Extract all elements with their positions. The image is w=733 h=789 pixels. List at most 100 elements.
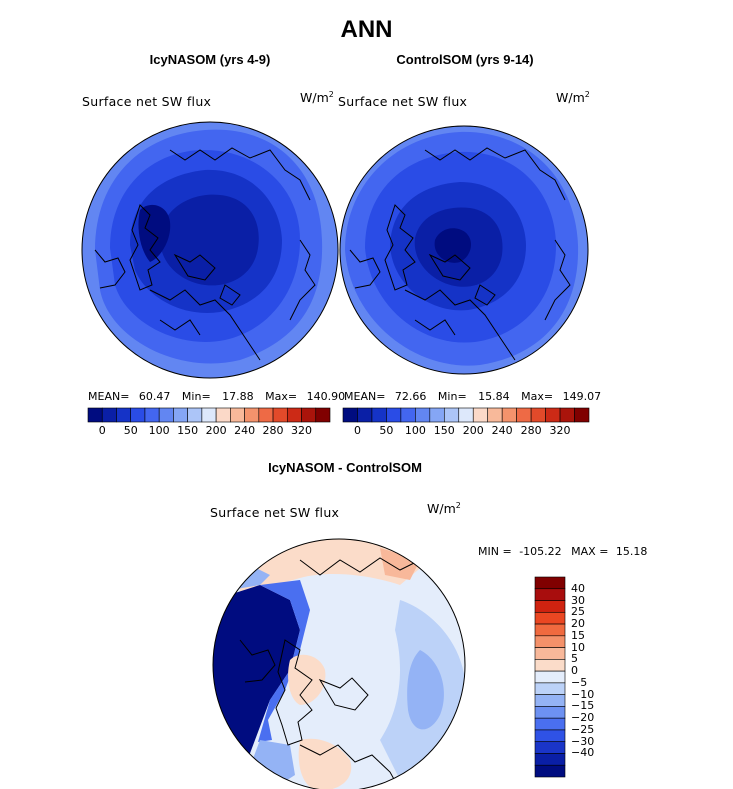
left-colorbar-cell — [130, 407, 146, 423]
diff-min-label: MIN = — [478, 545, 512, 558]
right-colorbar-cell — [472, 407, 489, 423]
diff-colorbar-tick-label: −15 — [571, 699, 595, 713]
diff-map-south-warm — [298, 738, 352, 789]
diff-variable-label: Surface net SW flux — [210, 505, 340, 520]
diff-colorbar-cell — [534, 600, 566, 613]
left-colorbar-cell — [301, 407, 317, 423]
right-map-core — [434, 228, 472, 263]
right-max-value: 149.07 — [562, 390, 602, 403]
right-max-label: Max= — [521, 390, 554, 403]
right-map — [340, 126, 588, 374]
diff-map-atlantic-edge — [258, 580, 310, 742]
left-min-label: Min= — [181, 390, 211, 403]
diff-colorbar-cell — [534, 611, 566, 625]
diff-panel-title: IcyNASOM - ControlSOM — [268, 460, 422, 475]
diff-colorbar-cell — [534, 706, 566, 719]
right-colorbar-tick-label: 50 — [379, 424, 394, 437]
diff-colorbar-tick-label: −20 — [571, 711, 595, 725]
right-coast-europe — [349, 249, 381, 289]
right-coast-eurasia — [424, 147, 566, 201]
left-colorbar-cell — [187, 407, 203, 423]
right-colorbar-cell — [342, 407, 358, 423]
left-colorbar-cell — [244, 407, 260, 423]
figure-title: ANN — [340, 16, 393, 43]
right-colorbar-tick-label: 240 — [491, 424, 513, 437]
left-mean-value: 60.47 — [138, 390, 171, 403]
diff-colorbar-tick-label: 0 — [571, 664, 578, 678]
left-colorbar-tick-label: 320 — [291, 424, 313, 437]
left-map-greenland-low — [138, 204, 171, 262]
right-colorbar-cell — [458, 407, 474, 423]
left-max-label: Max= — [265, 390, 298, 403]
diff-colorbar-tick-label: 40 — [571, 581, 585, 595]
diff-map-border — [212, 538, 466, 789]
diff-colorbar-tick-label: −5 — [571, 675, 588, 689]
right-mean-label: MEAN= — [344, 390, 386, 403]
left-colorbar-cell — [258, 407, 274, 423]
left-colorbar-tick-label: 240 — [234, 424, 256, 437]
diff-colorbar-tick-label: 5 — [571, 652, 578, 666]
right-min-value: 15.84 — [478, 390, 510, 403]
diff-colorbar-cell — [534, 576, 566, 590]
right-mean-value: 72.66 — [394, 390, 427, 403]
right-colorbar-tick-label: 320 — [549, 424, 571, 437]
diff-colorbar-cell — [534, 647, 566, 660]
right-colorbar-cell — [559, 407, 575, 423]
right-colorbar-cell — [400, 407, 416, 423]
right-min-label: Min= — [437, 390, 467, 403]
left-variable-label: Surface net SW flux — [82, 94, 212, 109]
diff-colorbar-cell — [534, 623, 566, 637]
diff-stats: MIN = -105.22 MAX = 15.18 — [478, 545, 647, 558]
right-colorbar-cell — [415, 407, 431, 423]
right-colorbar-cell — [487, 407, 503, 423]
left-colorbar-cell — [215, 407, 231, 423]
diff-colorbar-cell — [534, 741, 566, 754]
right-coast-hudson — [414, 319, 456, 336]
left-colorbar-cell — [158, 407, 174, 423]
diff-colorbar-cell — [534, 717, 566, 731]
right-colorbar-tick-label: 100 — [404, 424, 426, 437]
diff-colorbar-tick-label: 30 — [571, 593, 585, 607]
left-max-value: 140.90 — [306, 390, 346, 403]
right-colorbar-cell — [516, 407, 532, 423]
diff-colorbar-tick-label: −40 — [571, 746, 595, 760]
left-map-border — [81, 121, 339, 379]
left-colorbar-cell — [230, 407, 245, 423]
right-coast-america — [404, 289, 516, 361]
diff-map-warm-patch — [380, 548, 420, 580]
left-panel-title: IcyNASOM (yrs 4-9) — [149, 52, 271, 67]
left-map-band-25 — [159, 194, 259, 286]
right-colorbar-cell — [501, 407, 517, 423]
right-coast-greenland — [384, 204, 416, 291]
diff-map-center-warm — [288, 654, 326, 705]
right-colorbar-cell — [545, 407, 561, 423]
diff-coast-america — [299, 744, 401, 789]
diff-coast-europe — [239, 639, 276, 683]
left-colorbar-cell — [101, 407, 117, 423]
left-coast-asia-east — [289, 239, 316, 321]
left-colorbar-cell — [272, 407, 288, 423]
right-map-border — [339, 125, 589, 375]
left-colorbar-cell — [315, 407, 331, 423]
diff-colorbar-tick-label: 20 — [571, 617, 585, 631]
right-colorbar-cell — [429, 407, 445, 423]
diff-max-value: 15.18 — [615, 545, 648, 558]
right-colorbar-cell — [371, 407, 387, 423]
right-colorbar-tick-label: 200 — [462, 424, 484, 437]
right-colorbar-cell — [357, 407, 373, 423]
left-coast-eurasia — [169, 147, 311, 201]
left-colorbar-cell — [87, 407, 103, 423]
left-mean-label: MEAN= — [88, 390, 130, 403]
left-colorbar-tick-label: 50 — [123, 424, 138, 437]
left-coast-america — [149, 289, 261, 361]
diff-colorbar — [534, 576, 566, 778]
left-colorbar-tick-label: 200 — [205, 424, 227, 437]
left-stats: MEAN= 60.47 Min= 17.88 Max= 140.90 — [88, 390, 345, 403]
diff-colorbar-cell — [534, 635, 566, 648]
left-coast-hudson — [159, 319, 201, 336]
right-units-label: W/m2 — [556, 90, 590, 106]
diff-colorbar-tick-label: 25 — [571, 605, 585, 619]
right-colorbar-tick-label: 0 — [353, 424, 361, 437]
left-coast-archipelago — [173, 253, 241, 306]
